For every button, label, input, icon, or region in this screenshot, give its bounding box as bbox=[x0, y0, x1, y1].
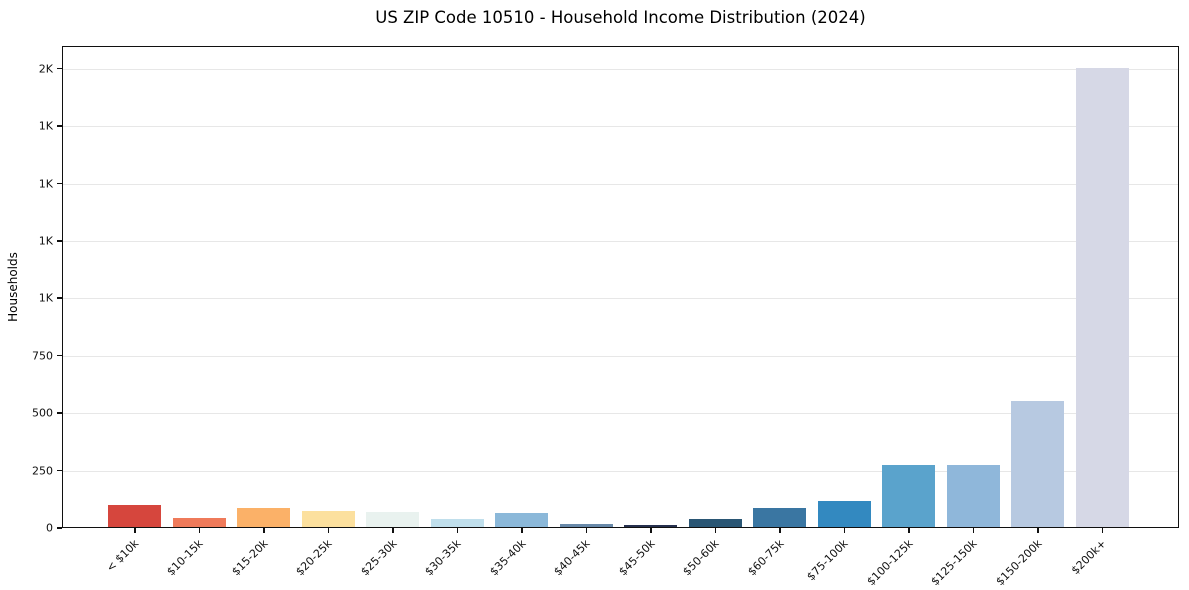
bar bbox=[108, 505, 161, 527]
gridline bbox=[63, 241, 1178, 243]
x-tick-mark bbox=[1037, 528, 1039, 533]
y-tick-mark bbox=[57, 240, 62, 242]
x-tick-mark bbox=[263, 528, 265, 533]
gridline bbox=[63, 298, 1178, 300]
x-tick-mark bbox=[650, 528, 652, 533]
y-tick-mark bbox=[57, 412, 62, 414]
bar bbox=[172, 518, 226, 527]
bar bbox=[366, 512, 419, 527]
gridline bbox=[63, 183, 1178, 185]
y-tick-label: 750 bbox=[32, 349, 53, 363]
x-tick-mark bbox=[134, 528, 136, 533]
y-tick-mark bbox=[57, 297, 62, 299]
bar bbox=[430, 519, 484, 527]
x-tick-mark bbox=[198, 528, 201, 533]
y-tick-label: 1K bbox=[38, 119, 53, 133]
y-tick-mark bbox=[57, 527, 62, 529]
bar bbox=[753, 507, 806, 527]
plot-area bbox=[62, 46, 1179, 528]
x-tick-label: $125-150k bbox=[928, 537, 980, 589]
x-tick-mark bbox=[843, 528, 846, 533]
x-tick-mark bbox=[456, 528, 459, 533]
y-axis-label: Households bbox=[6, 252, 20, 322]
bar bbox=[946, 465, 1000, 527]
y-tick-mark bbox=[57, 354, 62, 357]
bar bbox=[624, 524, 677, 527]
x-tick-mark bbox=[392, 528, 394, 533]
y-tick-label: 1K bbox=[38, 234, 53, 248]
bar bbox=[1011, 400, 1064, 527]
y-tick-mark bbox=[57, 182, 62, 185]
bar bbox=[559, 523, 613, 527]
bar bbox=[688, 518, 742, 527]
x-tick-mark bbox=[908, 528, 910, 533]
x-tick-mark bbox=[1101, 528, 1104, 533]
x-tick-mark bbox=[327, 528, 330, 533]
x-tick-label: $150-200k bbox=[993, 537, 1045, 589]
x-tick-label: $45-50k bbox=[615, 537, 658, 579]
x-tick-label: $25-30k bbox=[357, 537, 400, 579]
y-tick-label: 2K bbox=[38, 62, 53, 76]
bar bbox=[237, 507, 290, 527]
gridline bbox=[63, 68, 1178, 70]
bar bbox=[301, 511, 355, 527]
x-tick-mark bbox=[779, 528, 781, 533]
y-tick-label: 500 bbox=[32, 406, 53, 420]
y-tick-label: 1K bbox=[38, 291, 53, 305]
gridline bbox=[63, 413, 1178, 415]
x-tick-mark bbox=[521, 528, 523, 533]
x-tick-label: $60-75k bbox=[744, 537, 787, 579]
y-tick-label: 1K bbox=[38, 177, 53, 191]
x-tick-label: $40-45k bbox=[551, 537, 593, 579]
y-tick-label: 0 bbox=[46, 521, 53, 535]
x-tick-mark bbox=[585, 528, 588, 533]
bar bbox=[817, 500, 871, 527]
y-tick-mark bbox=[57, 67, 62, 70]
x-tick-label: $50-60k bbox=[680, 537, 722, 579]
bar bbox=[1075, 67, 1129, 527]
x-tick-mark bbox=[972, 528, 975, 533]
y-tick-mark bbox=[57, 125, 62, 127]
y-tick-mark bbox=[57, 469, 62, 472]
chart-title: US ZIP Code 10510 - Household Income Dis… bbox=[375, 8, 866, 27]
y-tick-label: 250 bbox=[32, 464, 53, 478]
x-tick-label: < $10k bbox=[103, 537, 142, 575]
x-tick-label: $100-125k bbox=[864, 537, 916, 589]
gridline bbox=[63, 470, 1178, 472]
gridline bbox=[63, 355, 1178, 357]
x-tick-mark bbox=[714, 528, 717, 533]
gridline bbox=[63, 126, 1178, 128]
x-tick-label: $35-40k bbox=[486, 537, 529, 579]
x-tick-label: $10-15k bbox=[164, 537, 206, 579]
x-tick-label: $15-20k bbox=[228, 537, 271, 579]
x-tick-label: $75-100k bbox=[804, 537, 851, 584]
x-tick-label: $30-35k bbox=[422, 537, 464, 579]
x-tick-label: $20-25k bbox=[293, 537, 335, 579]
bar bbox=[882, 465, 935, 527]
x-tick-label: $200k+ bbox=[1068, 537, 1109, 578]
bar bbox=[495, 512, 548, 527]
